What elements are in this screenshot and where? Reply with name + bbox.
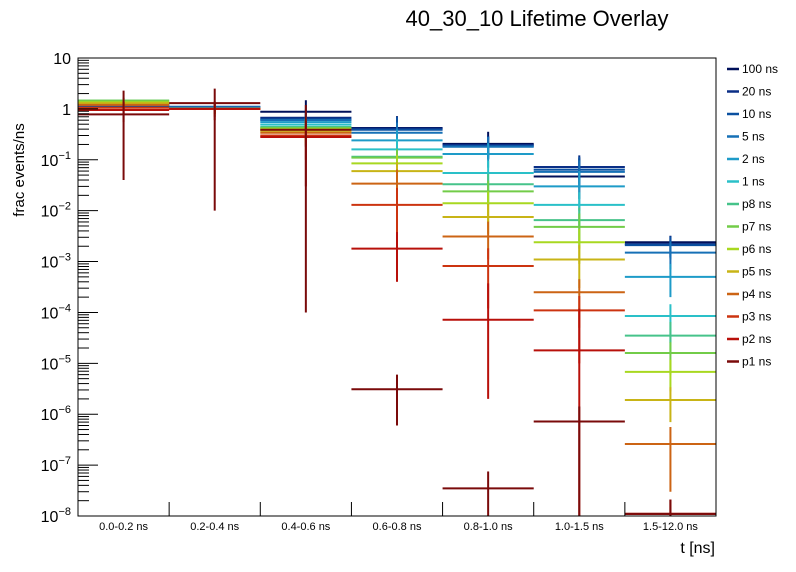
legend-label: p7 ns	[742, 220, 771, 234]
x-tick-label: 0.4-0.6 ns	[281, 521, 330, 533]
legend-label: p3 ns	[742, 310, 771, 324]
legend-item: p8 ns	[727, 197, 771, 211]
plot-frame	[77, 57, 717, 517]
y-tick-label: 10−1	[41, 150, 71, 170]
legend-item: 2 ns	[727, 152, 765, 166]
y-tick-label: 10−6	[41, 404, 71, 424]
x-axis-label: t [ns]	[680, 540, 715, 557]
legend-item: 100 ns	[727, 62, 778, 76]
x-tick-label: 0.8-1.0 ns	[464, 521, 513, 533]
chart-title: 40_30_10 Lifetime Overlay	[406, 6, 669, 31]
legend-item: 1 ns	[727, 175, 765, 189]
legend-item: p1 ns	[727, 355, 771, 369]
x-tick-label: 1.5-12.0 ns	[643, 521, 699, 533]
legend-item: p7 ns	[727, 220, 771, 234]
y-tick-label: 1	[62, 102, 71, 119]
y-tick-label: 10−5	[41, 353, 71, 373]
legend-label: 10 ns	[742, 107, 771, 121]
legend-item: p3 ns	[727, 310, 771, 324]
legend-item: p2 ns	[727, 332, 771, 346]
y-tick-label: 10−4	[41, 302, 71, 322]
y-tick-label: 10−8	[41, 506, 71, 526]
legend-item: 5 ns	[727, 130, 765, 144]
legend-item: 10 ns	[727, 107, 771, 121]
legend-label: 100 ns	[742, 62, 778, 76]
legend-label: 5 ns	[742, 130, 765, 144]
legend-label: p6 ns	[742, 242, 771, 256]
legend-label: 2 ns	[742, 152, 765, 166]
legend-item: p5 ns	[727, 265, 771, 279]
legend: 100 ns 20 ns 10 ns 5 ns 2 ns 1 ns p8 ns p7 ns p6…	[727, 62, 778, 369]
y-tick-label: 10	[53, 51, 71, 68]
legend-item: p4 ns	[727, 287, 771, 301]
legend-item: p6 ns	[727, 242, 771, 256]
y-tick-label: 10−2	[41, 201, 71, 221]
y-axis: 10 1 10−1 10−2 10−3 10−4 10−5 10−6 10−7 10−8	[41, 51, 98, 526]
legend-label: p8 ns	[742, 197, 771, 211]
y-tick-label: 10−3	[41, 252, 71, 272]
y-tick-label: 10−7	[41, 455, 71, 475]
legend-label: p2 ns	[742, 332, 771, 346]
legend-label: 1 ns	[742, 175, 765, 189]
legend-label: 20 ns	[742, 85, 771, 99]
series-p1-ns	[78, 88, 716, 516]
series-marks	[78, 88, 716, 516]
x-tick-label: 0.2-0.4 ns	[190, 521, 239, 533]
legend-item: 20 ns	[727, 85, 771, 99]
legend-label: p1 ns	[742, 355, 771, 369]
y-axis-label: frac events/ns	[11, 123, 28, 216]
x-tick-label: 0.0-0.2 ns	[99, 521, 148, 533]
x-tick-label: 0.6-0.8 ns	[373, 521, 422, 533]
x-tick-label: 1.0-1.5 ns	[555, 521, 604, 533]
legend-label: p5 ns	[742, 265, 771, 279]
x-axis: 0.0-0.2 ns 0.2-0.4 ns 0.4-0.6 ns 0.6-0.8 ns…	[99, 502, 698, 533]
legend-label: p4 ns	[742, 287, 771, 301]
